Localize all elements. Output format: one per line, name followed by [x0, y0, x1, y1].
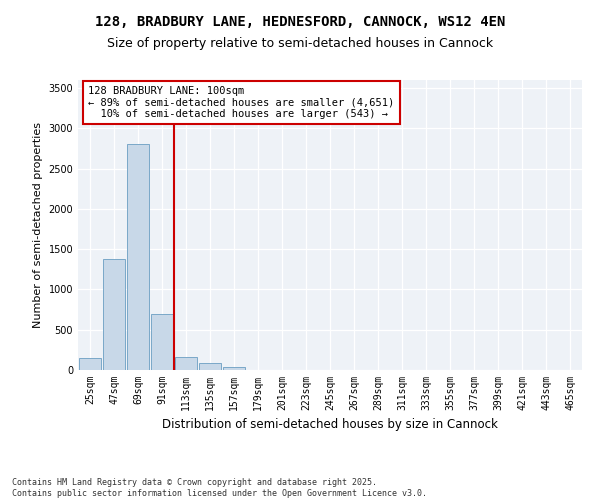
X-axis label: Distribution of semi-detached houses by size in Cannock: Distribution of semi-detached houses by … — [162, 418, 498, 432]
Bar — [223, 367, 245, 370]
Bar — [175, 356, 197, 370]
Bar — [103, 259, 125, 370]
Text: Size of property relative to semi-detached houses in Cannock: Size of property relative to semi-detach… — [107, 38, 493, 51]
Bar — [127, 144, 149, 370]
Text: 128 BRADBURY LANE: 100sqm
← 89% of semi-detached houses are smaller (4,651)
  10: 128 BRADBURY LANE: 100sqm ← 89% of semi-… — [88, 86, 394, 119]
Y-axis label: Number of semi-detached properties: Number of semi-detached properties — [33, 122, 43, 328]
Text: 128, BRADBURY LANE, HEDNESFORD, CANNOCK, WS12 4EN: 128, BRADBURY LANE, HEDNESFORD, CANNOCK,… — [95, 15, 505, 29]
Bar — [199, 363, 221, 370]
Bar — [151, 314, 173, 370]
Bar — [79, 358, 101, 370]
Text: Contains HM Land Registry data © Crown copyright and database right 2025.
Contai: Contains HM Land Registry data © Crown c… — [12, 478, 427, 498]
